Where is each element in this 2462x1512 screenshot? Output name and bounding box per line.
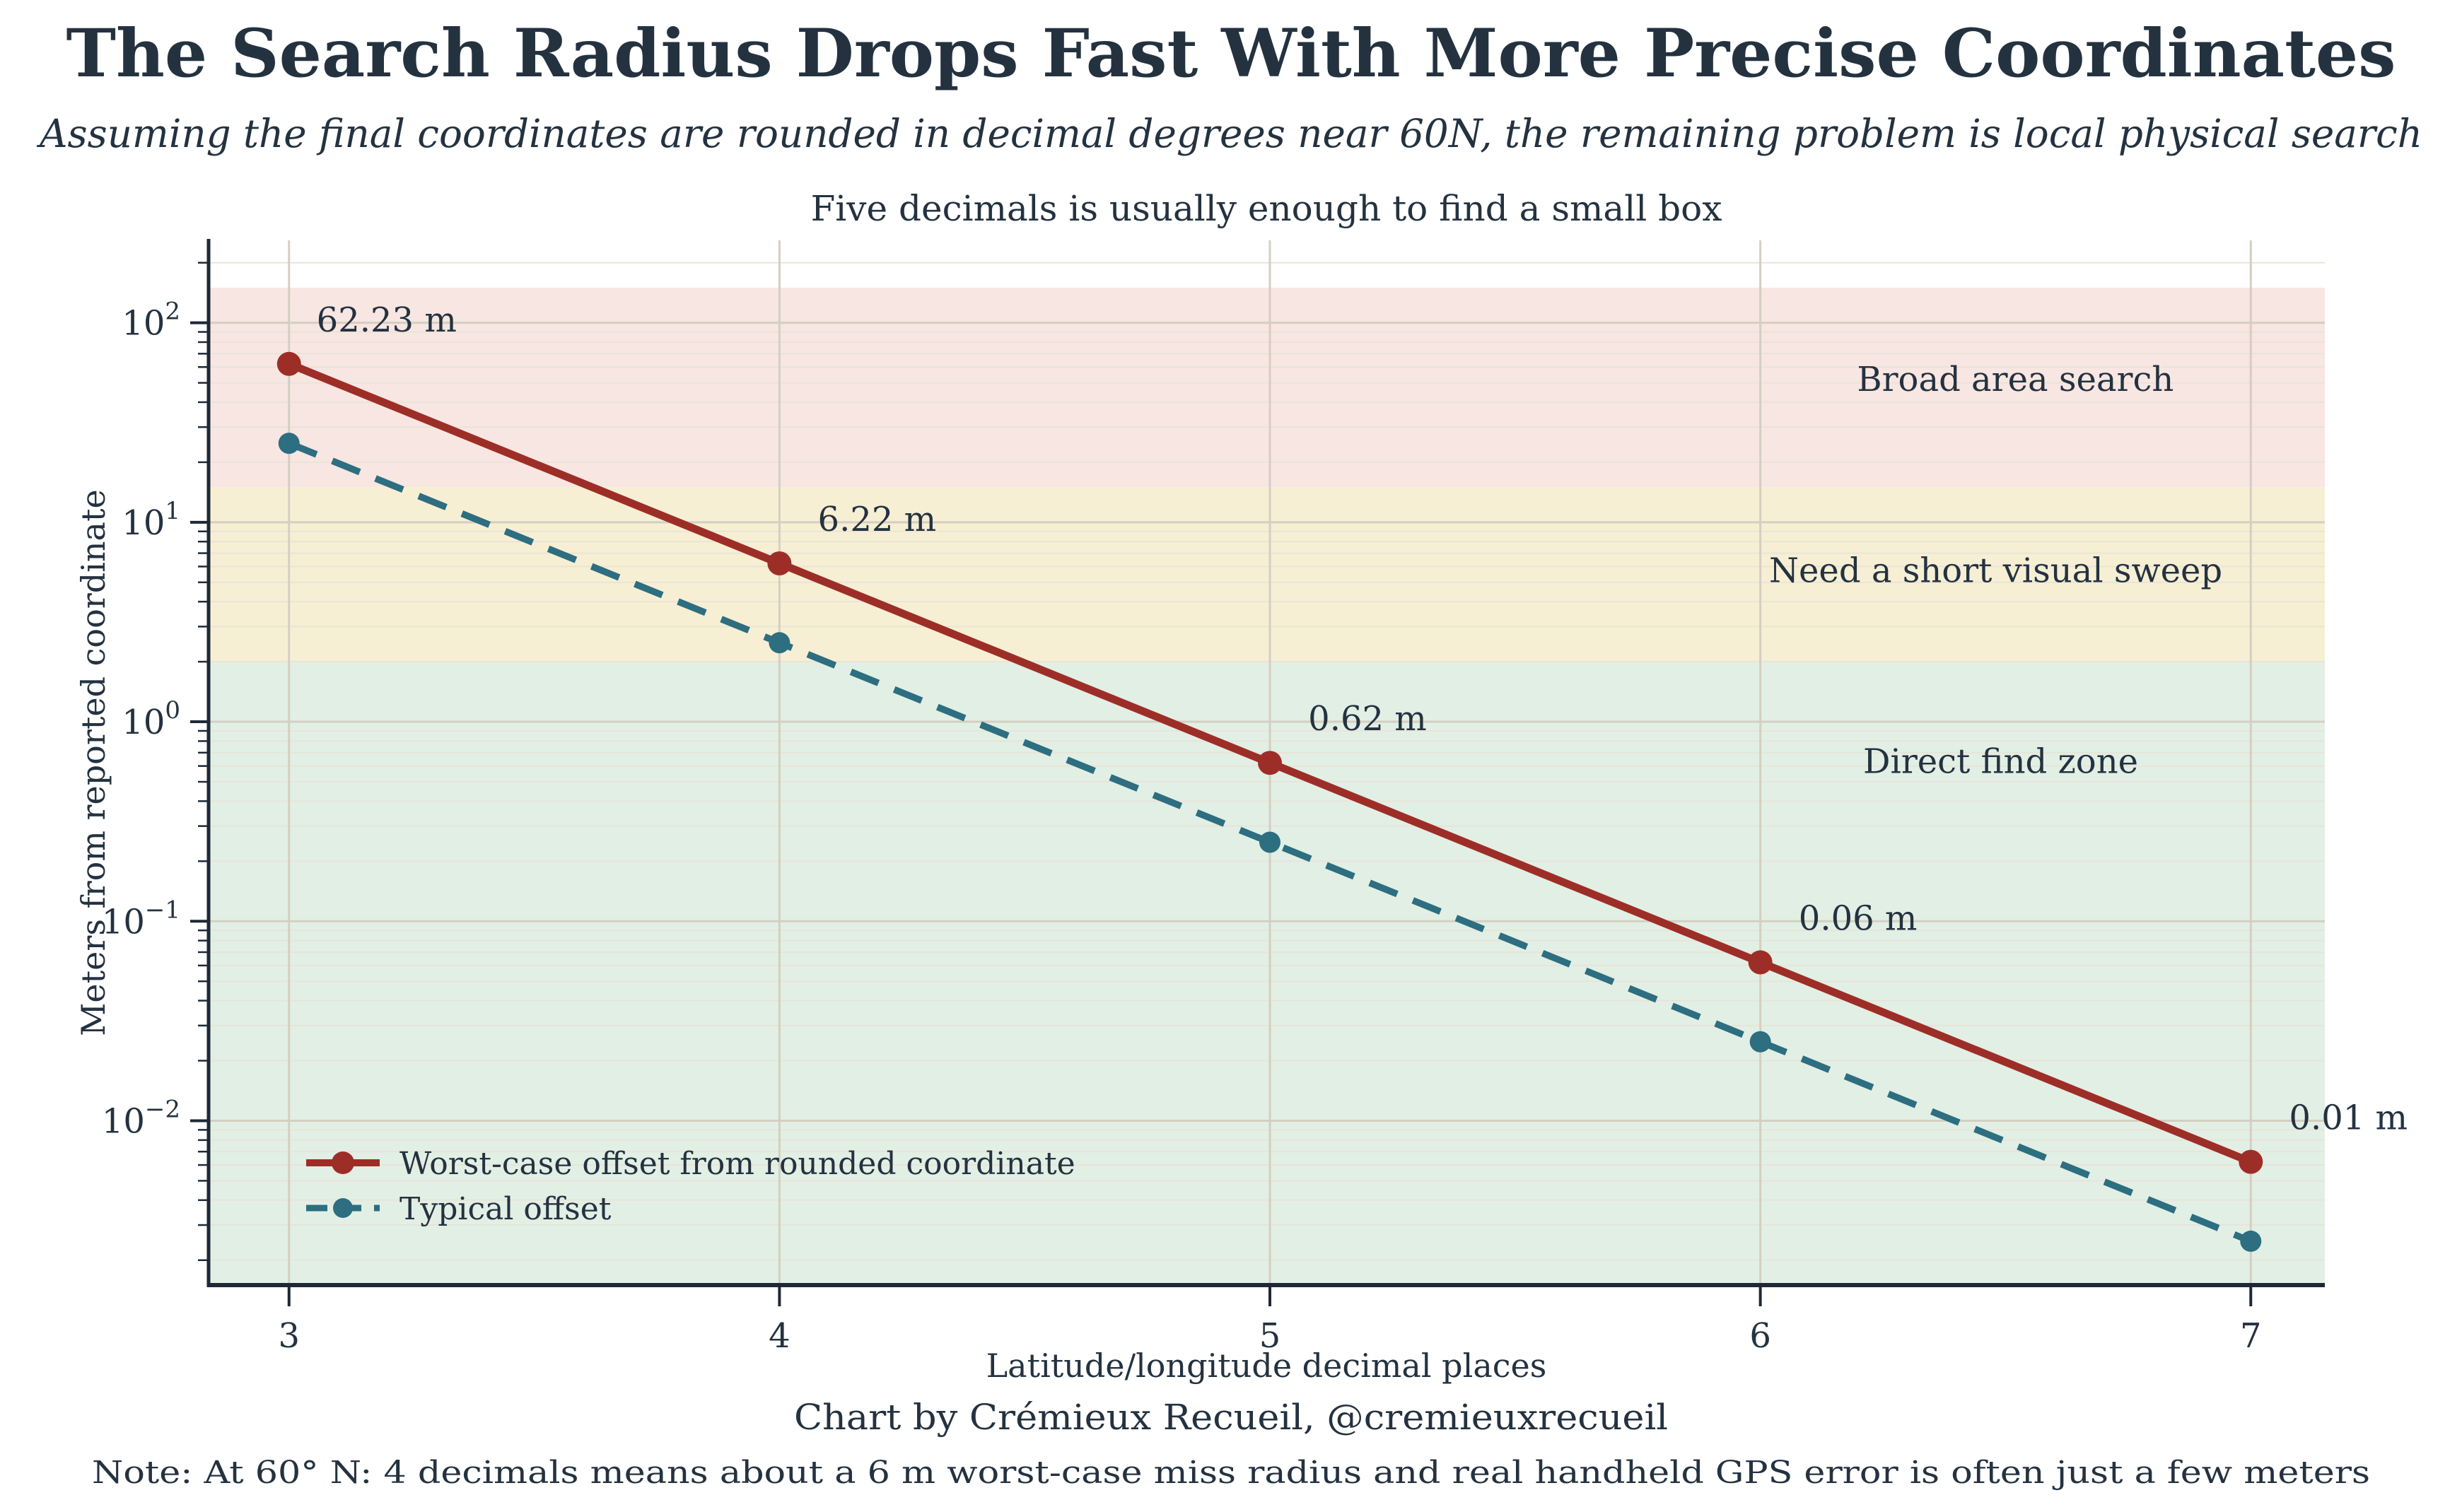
data-point (1259, 831, 1281, 853)
axes-title: Five decimals is usually enough to find … (811, 188, 1722, 229)
x-tick-label: 7 (2240, 1316, 2262, 1356)
x-tick-label: 4 (769, 1316, 790, 1356)
y-tick-label: 10−2 (102, 1095, 180, 1141)
legend-marker-worst-case (332, 1151, 354, 1174)
legend-label-worst-case: Worst-case offset from rounded coordinat… (399, 1146, 1075, 1182)
zone-label-2: Direct find zone (1863, 742, 2138, 782)
y-tick-label: 100 (122, 696, 180, 742)
value-label: 0.01 m (2289, 1098, 2408, 1138)
legend-item-worst-case: Worst-case offset from rounded coordinat… (306, 1146, 1075, 1182)
data-point (1749, 1031, 1771, 1053)
legend: Worst-case offset from rounded coordinat… (306, 1146, 1075, 1227)
value-label: 62.23 m (317, 300, 457, 340)
legend-marker-typical (333, 1198, 353, 1218)
y-tick-label: 10−1 (102, 896, 180, 942)
zone-band-0 (209, 287, 2325, 488)
data-point (278, 433, 300, 455)
legend-item-typical: Typical offset (306, 1191, 612, 1227)
value-label: 0.06 m (1799, 898, 1918, 938)
zone-label-0: Broad area search (1857, 360, 2174, 399)
data-point (769, 632, 790, 654)
y-tick-label: 102 (122, 298, 180, 344)
axes-spines (206, 239, 2325, 1287)
page-title: The Search Radius Drops Fast With More P… (66, 15, 2396, 93)
data-point (1748, 950, 1773, 975)
data-point (767, 551, 792, 575)
plot-area: 3 4 5 6 7 102 101 100 10−1 10−2 62.23 m 6.22 m 0.62 … (102, 240, 2408, 1356)
value-label: 6.22 m (818, 500, 937, 539)
chart-note: Note: At 60° N: 4 decimals means about a… (92, 1455, 2370, 1491)
x-tick-label: 6 (1749, 1316, 1771, 1356)
value-label: 0.62 m (1308, 699, 1427, 739)
y-tick-label: 101 (122, 497, 180, 543)
chart-credit: Chart by Crémieux Recueil, @cremieuxrecu… (794, 1397, 1668, 1438)
zone-band-1 (209, 487, 2325, 662)
zone-label-1: Need a short visual sweep (1769, 551, 2222, 591)
x-tick-label: 5 (1259, 1316, 1281, 1356)
series-line-1 (287, 440, 2253, 1245)
x-axis-label: Latitude/longitude decimal places (986, 1347, 1547, 1385)
y-axis-label: Meters from reported coordinate (74, 489, 112, 1036)
page-subtitle: Assuming the final coordinates are round… (36, 111, 2422, 156)
x-tick-label: 3 (278, 1316, 300, 1356)
data-point (2240, 1230, 2262, 1252)
data-point (2239, 1149, 2263, 1174)
data-point (1258, 751, 1283, 775)
data-point (276, 351, 301, 376)
legend-label-typical: Typical offset (399, 1191, 612, 1227)
